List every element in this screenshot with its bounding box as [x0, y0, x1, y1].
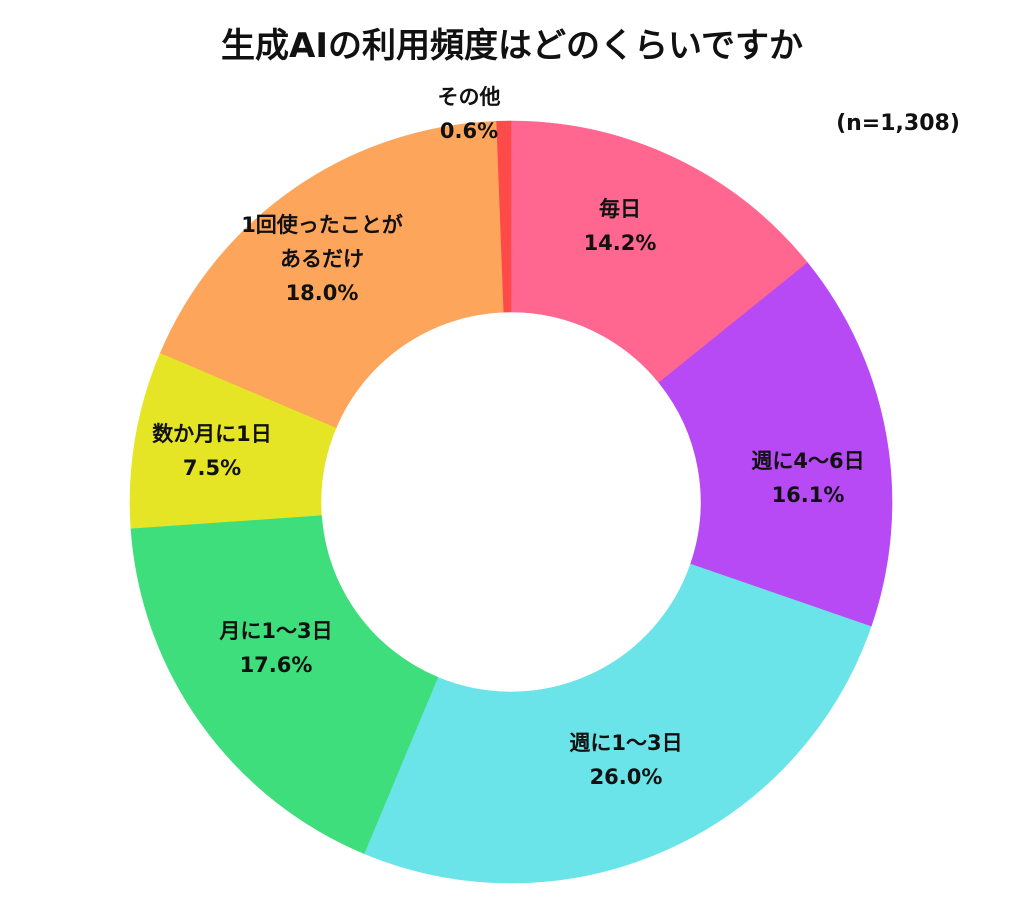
slice-value-label-6: 18.0% — [286, 281, 359, 305]
slice-2 — [658, 262, 893, 627]
slice-category-label-7: その他 — [438, 85, 501, 109]
slice-category-label-6: 1回使ったことが — [241, 213, 403, 237]
sample-size: (n=1,308) — [836, 111, 960, 136]
slice-value-label-1: 14.2% — [584, 231, 657, 255]
slice-category-label-4: 月に1～3日 — [218, 619, 332, 643]
slice-7 — [496, 120, 512, 313]
slice-labels: 毎日 14.2% 週に4～6日 16.1% 週に1～3日 26.0% 月に1～3日 17.6%… — [152, 85, 864, 789]
slice-category-label-5: 数か月に1日 — [152, 422, 272, 446]
slice-3 — [363, 563, 872, 884]
slice-value-label-4: 17.6% — [240, 653, 313, 677]
slice-category-label-2: 週に4～6日 — [751, 449, 864, 473]
slice-6 — [159, 120, 505, 429]
slice-1 — [510, 120, 809, 384]
slice-category-label-3: 週に1～3日 — [569, 731, 682, 755]
slice-category-label-6: あるだけ — [280, 247, 364, 271]
slice-value-label-7: 0.6% — [440, 119, 498, 143]
slice-category-label-1: 毎日 — [599, 197, 641, 221]
chart-title: 生成AIの利用頻度はどのくらいですか — [221, 26, 803, 66]
slice-value-label-5: 7.5% — [183, 456, 241, 480]
slice-value-label-3: 26.0% — [590, 765, 663, 789]
slice-value-label-2: 16.1% — [772, 483, 845, 507]
slice-4 — [130, 514, 439, 854]
donut-slices — [129, 120, 893, 884]
